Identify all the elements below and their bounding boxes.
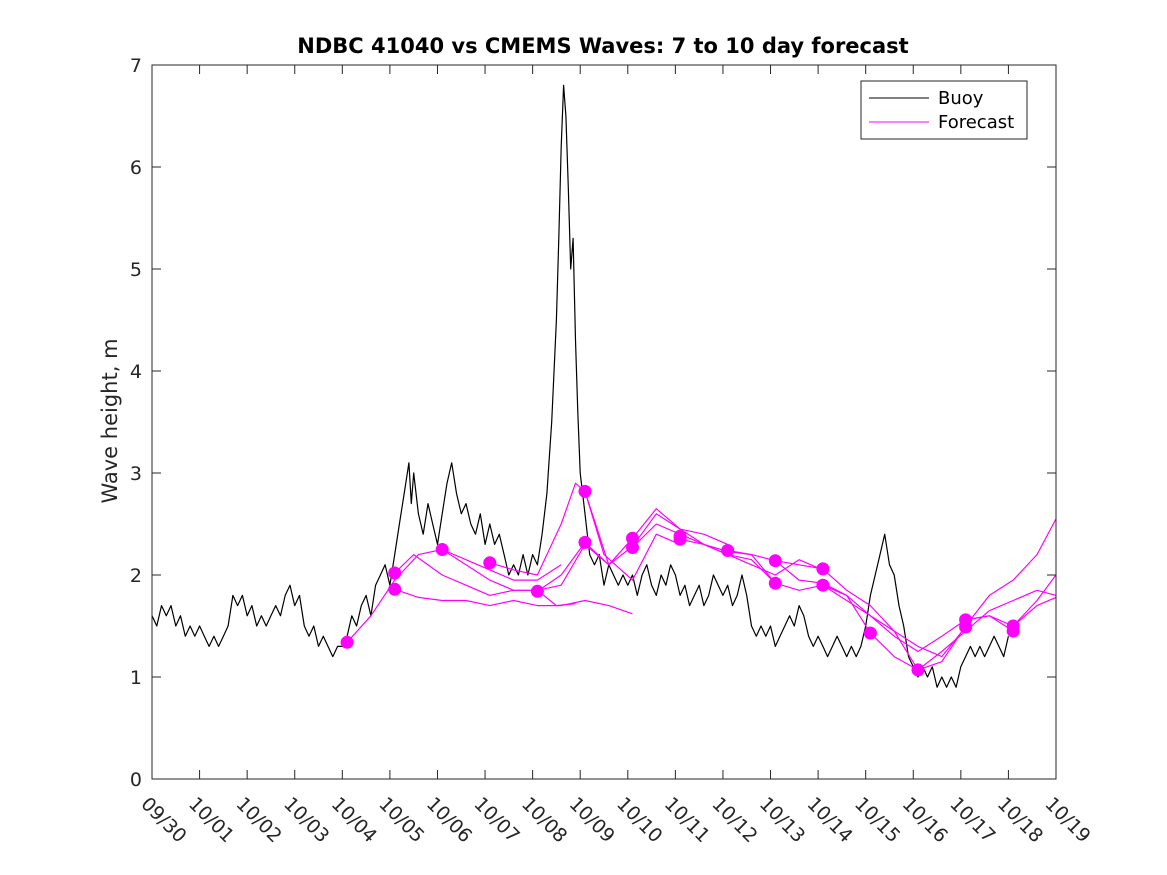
y-tick-label: 6 bbox=[130, 157, 142, 179]
legend-forecast-label: Forecast bbox=[938, 112, 1014, 133]
forecast-marker bbox=[578, 535, 592, 549]
forecast-marker bbox=[816, 562, 830, 576]
forecast-series-line bbox=[584, 491, 776, 584]
forecast-marker bbox=[911, 663, 925, 677]
forecast-marker bbox=[388, 566, 402, 580]
forecast-marker bbox=[483, 556, 497, 570]
forecast-marker bbox=[673, 532, 687, 546]
legend-box bbox=[860, 80, 1028, 140]
forecast-series-line bbox=[917, 589, 1057, 671]
y-tick-label: 3 bbox=[130, 463, 142, 485]
forecast-marker bbox=[340, 635, 354, 649]
y-tick-label: 7 bbox=[130, 55, 142, 77]
legend: Buoy Forecast bbox=[860, 80, 1028, 140]
forecast-marker bbox=[768, 554, 782, 568]
y-tick-label: 4 bbox=[130, 361, 142, 383]
forecast-marker bbox=[863, 626, 877, 640]
forecast-series-line bbox=[394, 588, 633, 615]
y-axis-label: Wave height, m bbox=[98, 338, 122, 503]
y-tick-label: 2 bbox=[130, 565, 142, 587]
chart-title: NDBC 41040 vs CMEMS Waves: 7 to 10 day f… bbox=[297, 34, 908, 58]
forecast-marker bbox=[530, 584, 544, 598]
forecast-marker bbox=[816, 578, 830, 592]
axes-box bbox=[151, 64, 1057, 780]
y-tick-label: 1 bbox=[130, 667, 142, 689]
forecast-marker bbox=[626, 541, 639, 554]
legend-buoy-label: Buoy bbox=[938, 88, 984, 109]
y-tick-label: 0 bbox=[130, 769, 142, 791]
forecast-series-line bbox=[775, 560, 967, 658]
forecast-series-line bbox=[346, 548, 562, 643]
y-axis-ticks: 0 1 2 3 4 5 6 7 bbox=[130, 55, 1056, 791]
forecast-series-line bbox=[394, 553, 576, 607]
y-tick-label: 5 bbox=[130, 259, 142, 281]
forecast-marker bbox=[959, 620, 973, 634]
forecast-marker bbox=[578, 484, 592, 498]
forecast-marker bbox=[626, 531, 639, 545]
forecast-marker bbox=[1006, 624, 1020, 638]
buoy-layer bbox=[151, 84, 1009, 688]
forecast-marker bbox=[721, 544, 735, 557]
forecast-series-line bbox=[441, 543, 610, 591]
forecast-marker bbox=[768, 576, 782, 590]
forecast-marker bbox=[435, 543, 449, 556]
forecast-marker bbox=[388, 582, 402, 596]
forecast-marker-layer bbox=[340, 484, 1020, 677]
axes-background bbox=[152, 65, 1056, 779]
buoy-series-line bbox=[151, 84, 1009, 688]
forecast-series-line bbox=[1012, 574, 1057, 627]
